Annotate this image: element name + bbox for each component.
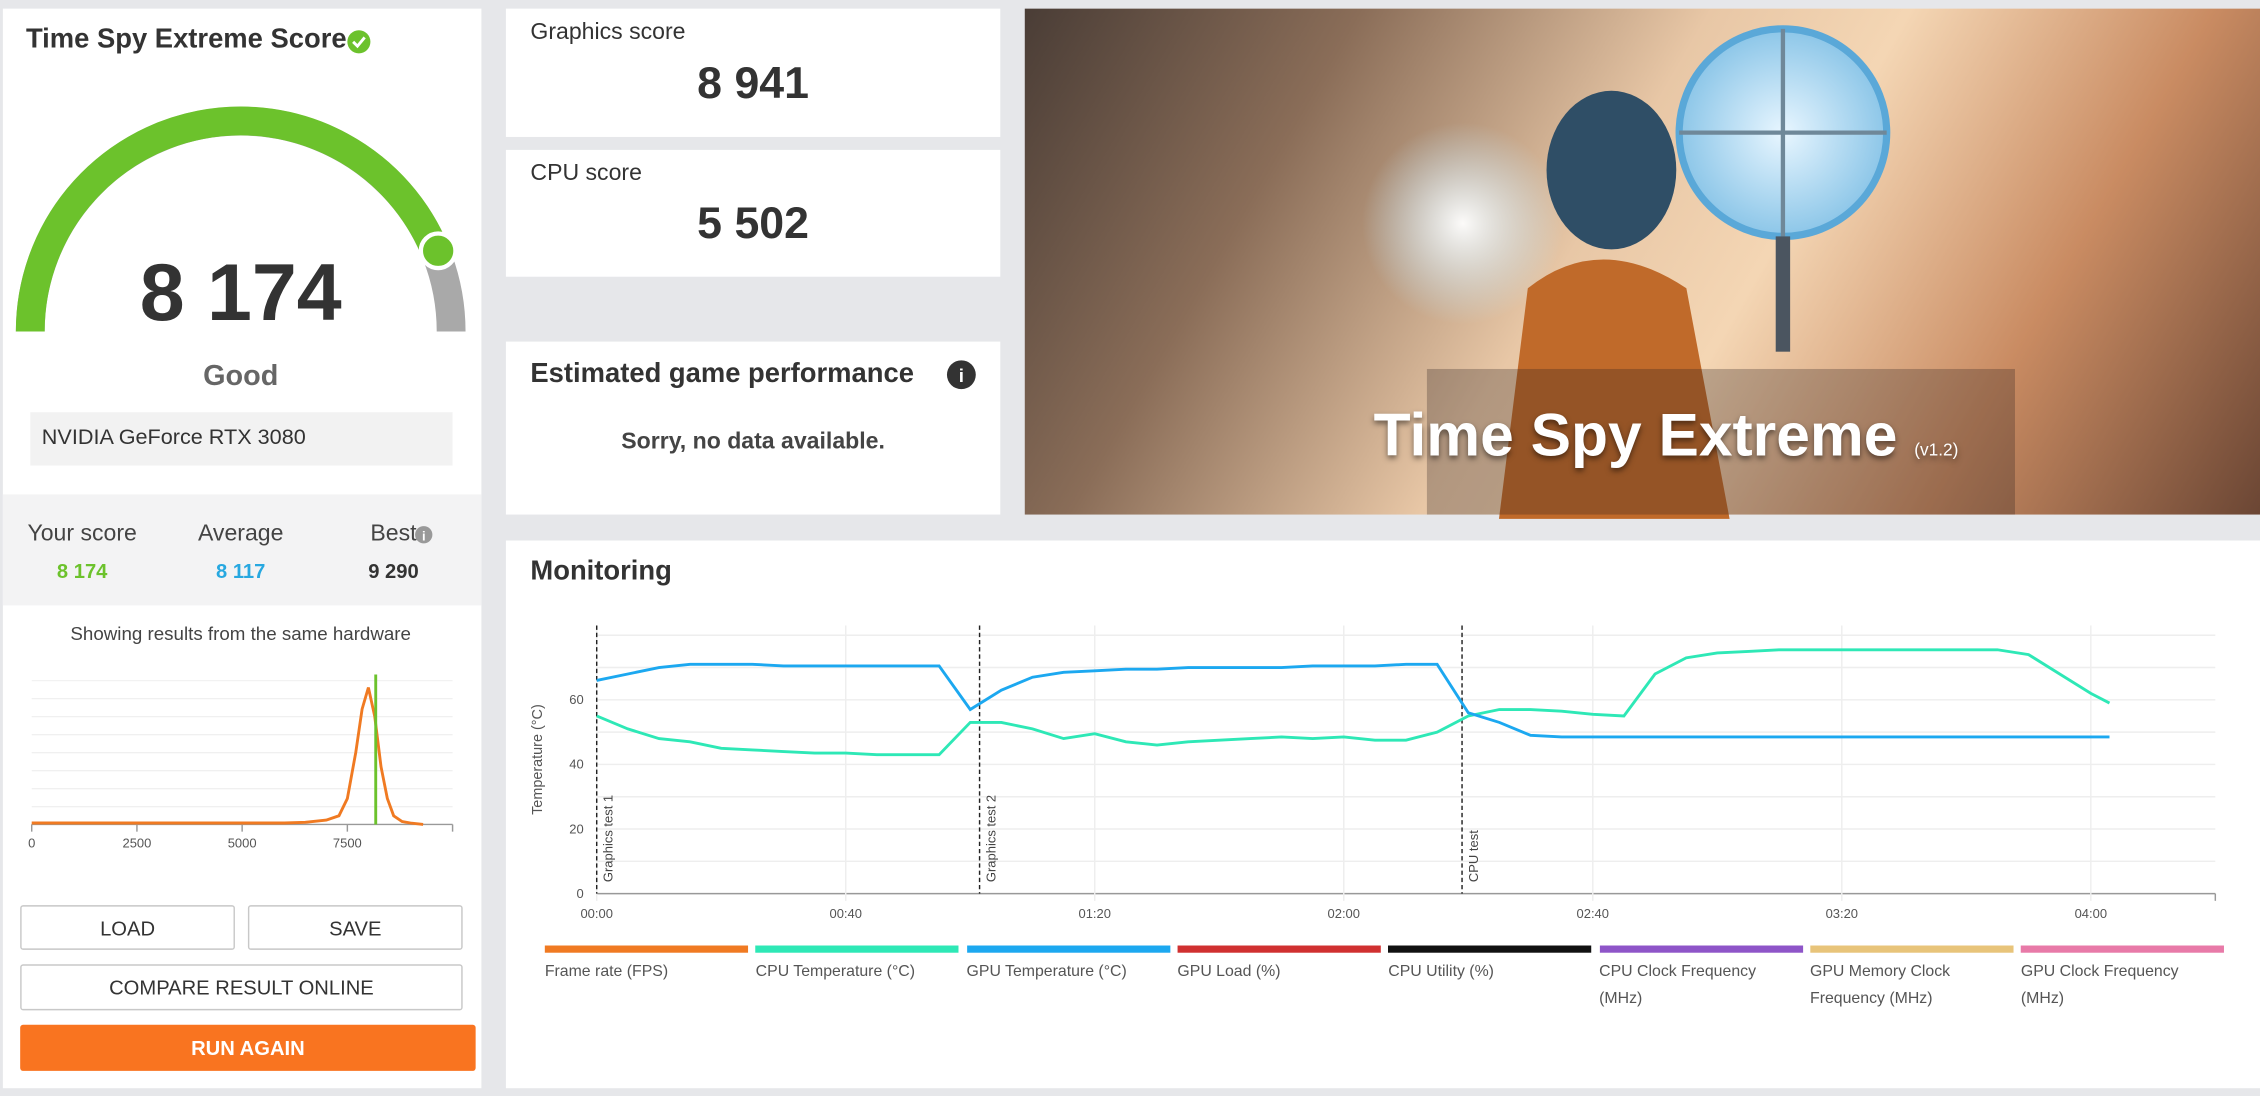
gpu-name: NVIDIA GeForce RTX 3080 — [41, 425, 306, 450]
y-tick-label: 20 — [569, 821, 583, 836]
distribution-line — [31, 687, 424, 826]
legend-swatch — [2020, 945, 2225, 953]
legend-item[interactable]: CPU Clock Frequency (MHz) — [1599, 945, 1803, 1014]
score-title: Time Spy Extreme Score — [25, 24, 347, 55]
comparison-strip — [2, 494, 482, 606]
figure — [1498, 259, 1730, 519]
x-tick-label: 04:00 — [2075, 906, 2107, 921]
comparison-label: Your score — [27, 521, 137, 547]
x-tick-label: 5000 — [228, 836, 257, 851]
load-button[interactable]: LOAD — [20, 905, 235, 950]
legend-label: GPU Load (%) — [1177, 962, 1281, 981]
graphics-score-panel — [505, 8, 1001, 137]
legend-swatch — [1177, 945, 1381, 953]
legend-swatch — [755, 945, 959, 953]
score: 8 174 — [139, 246, 342, 338]
run-again-button[interactable]: RUN AGAIN — [20, 1024, 476, 1071]
legend-label: GPU Temperature (°C) — [966, 962, 1127, 981]
legend-label: GPU Clock Frequency (MHz) — [2020, 962, 2179, 1008]
x-tick-label: 00:00 — [580, 906, 612, 921]
x-tick-label: 7500 — [333, 836, 362, 851]
gauge-knob — [418, 231, 458, 271]
comparison-label: Best — [370, 521, 417, 547]
cpu-score-panel — [505, 149, 1001, 277]
y-tick-label: 0 — [577, 886, 584, 901]
comparison-value: 8 117 — [215, 559, 266, 583]
comparison-value: 8 174 — [56, 559, 108, 583]
legend-item[interactable]: GPU Temperature (°C) — [966, 945, 1170, 986]
banner-name: Time Spy Extreme — [1373, 400, 1898, 469]
legend-item[interactable]: Frame rate (FPS) — [544, 945, 749, 986]
game-performance-title: Estimated game performance — [530, 358, 914, 390]
y-tick-label: 40 — [569, 757, 583, 772]
graphics-score-label: Graphics score — [530, 20, 686, 45]
series-line — [596, 648, 2111, 757]
legend-label: CPU Utility (%) — [1388, 962, 1494, 981]
cpu-score-value: 5 502 — [697, 197, 809, 248]
test-marker-label: Graphics test 2 — [983, 795, 998, 882]
graphics-score-value: 8 941 — [697, 57, 809, 109]
cpu-score-label: CPU score — [530, 161, 642, 186]
legend-swatch — [1810, 945, 2014, 953]
monitoring-panel — [505, 540, 2260, 1089]
x-tick-label: 0 — [28, 836, 35, 851]
x-tick-label: 02:00 — [1328, 906, 1360, 921]
game-performance-panel — [505, 341, 1001, 515]
legend-label: CPU Clock Frequency (MHz) — [1599, 962, 1757, 1008]
banner-version: (v1.2) — [1914, 439, 1959, 460]
legend-label: CPU Temperature (°C) — [755, 962, 916, 981]
legend-swatch — [966, 945, 1170, 953]
x-tick-label: 03:20 — [1826, 906, 1858, 921]
comparison-label: Average — [197, 521, 284, 547]
legend-label: GPU Memory Clock Frequency (MHz) — [1810, 962, 1951, 1008]
comparison-value: 9 290 — [368, 559, 419, 583]
x-tick-label: 02:40 — [1577, 906, 1609, 921]
distribution-caption: Showing results from the same hardware — [70, 622, 411, 645]
legend-item[interactable]: GPU Clock Frequency (MHz) — [2020, 945, 2225, 1014]
svg-text:i: i — [422, 528, 426, 543]
save-button[interactable]: SAVE — [247, 905, 463, 950]
glow — [1362, 122, 1564, 325]
gauge-fill — [15, 106, 450, 332]
legend-item[interactable]: CPU Utility (%) — [1388, 945, 1592, 986]
verified-icon — [347, 30, 371, 54]
series-line — [596, 662, 2110, 739]
legend-swatch — [1599, 945, 1803, 953]
gpu-box — [30, 412, 453, 466]
legend-item[interactable]: CPU Temperature (°C) — [755, 945, 959, 986]
game-performance-message: Sorry, no data available. — [621, 429, 885, 455]
legend-item[interactable]: GPU Load (%) — [1177, 945, 1381, 986]
helmet — [1546, 90, 1677, 250]
x-tick-label: 01:20 — [1079, 906, 1111, 921]
banner-art — [1362, 25, 2015, 519]
compare-button[interactable]: COMPARE RESULT ONLINE — [20, 964, 463, 1011]
legend-swatch — [1388, 945, 1592, 953]
rating: Good — [203, 360, 279, 393]
info-icon — [415, 526, 433, 544]
gauge: i i — [15, 30, 976, 825]
x-tick-label: 2500 — [122, 836, 151, 851]
y-axis-label: Temperature (°C) — [530, 704, 546, 815]
plot-background — [31, 680, 453, 825]
monitoring-title: Monitoring — [530, 556, 672, 587]
info-icon[interactable] — [946, 360, 976, 390]
title-band — [1426, 368, 2015, 515]
svg-text:i: i — [959, 365, 964, 386]
test-marker-label: CPU test — [1466, 830, 1481, 882]
y-tick-label: 60 — [569, 692, 583, 707]
legend-swatch — [544, 945, 749, 953]
legend-label: Frame rate (FPS) — [544, 962, 669, 981]
legend-item[interactable]: GPU Memory Clock Frequency (MHz) — [1810, 945, 2014, 1014]
test-marker-label: Graphics test 1 — [601, 795, 616, 882]
banner-title: Time Spy Extreme (v1.2) — [1374, 401, 1959, 470]
x-tick-label: 00:40 — [829, 906, 861, 921]
